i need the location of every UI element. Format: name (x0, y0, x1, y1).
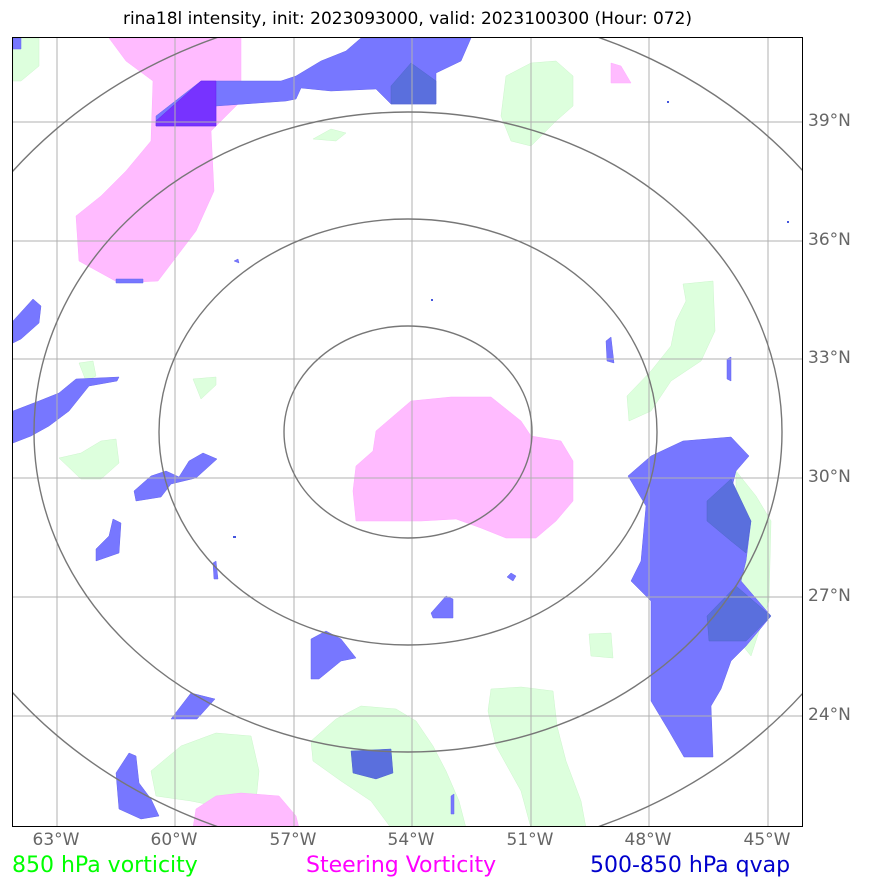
blue-area (310, 630, 357, 680)
green-area (312, 128, 347, 142)
legend-850hpa-vorticity: 850 hPa vorticity (12, 853, 198, 878)
lon-label-54w: 54°W (387, 830, 435, 850)
blue-area (13, 38, 22, 50)
lat-label-39n: 39°N (808, 111, 851, 131)
map-title: rina18l intensity, init: 2023093000, val… (122, 9, 693, 29)
overlap-area (350, 748, 394, 780)
blue-area (450, 793, 455, 815)
blue-area (726, 356, 732, 382)
qvap-overlap-layer (350, 62, 772, 780)
lon-label-51w: 51°W (506, 830, 554, 850)
overlap-area (706, 585, 772, 642)
blue-area (212, 560, 219, 580)
lat-label-24n: 24°N (808, 705, 851, 725)
tiny-mark (233, 536, 236, 538)
overlap-area (390, 62, 437, 105)
blue-area (506, 572, 517, 582)
graticule (13, 38, 802, 826)
map-panel (12, 37, 803, 827)
magenta-area (610, 62, 632, 84)
tiny-marks (233, 101, 789, 538)
green-area (500, 60, 574, 147)
tiny-mark (667, 101, 669, 103)
blue-area (605, 336, 615, 364)
lon-label-45w: 45°W (743, 830, 791, 850)
map-canvas (13, 38, 802, 826)
legend-qvap: 500-850 hPa qvap (590, 853, 791, 878)
lat-label-36n: 36°N (808, 230, 851, 250)
lat-label-30n: 30°N (808, 467, 851, 487)
range-ring (283, 325, 533, 539)
blue-area (430, 595, 454, 619)
blue-area (115, 278, 144, 284)
lat-label-27n: 27°N (808, 586, 851, 606)
blue-area (170, 692, 216, 720)
lon-label-63w: 63°W (32, 830, 80, 850)
green-area (192, 376, 217, 400)
lon-label-60w: 60°W (150, 830, 198, 850)
range-ring (158, 218, 658, 646)
green-area (588, 632, 614, 659)
blue-area (13, 298, 42, 344)
purple-overlap-layer (155, 80, 217, 127)
lon-label-48w: 48°W (624, 830, 672, 850)
green-area (487, 686, 586, 826)
magenta-area (193, 792, 299, 826)
range-rings (13, 38, 802, 826)
tiny-mark (431, 299, 433, 301)
blue-area (233, 258, 240, 264)
overlap-area (706, 478, 752, 554)
lat-label-33n: 33°N (808, 348, 851, 368)
green-area (150, 732, 260, 810)
magenta-area (352, 396, 574, 539)
legend-steering-vorticity: Steering Vorticity (306, 853, 497, 878)
blue-area (13, 376, 120, 444)
tiny-mark (787, 221, 789, 223)
lon-label-57w: 57°W (269, 830, 317, 850)
blue-area (115, 752, 160, 820)
green-area (58, 438, 120, 480)
range-ring (33, 111, 783, 753)
blue-area (95, 518, 122, 562)
magenta-area (75, 38, 242, 284)
purple-area (155, 80, 217, 127)
green-area (626, 280, 716, 422)
green-area (78, 360, 97, 382)
